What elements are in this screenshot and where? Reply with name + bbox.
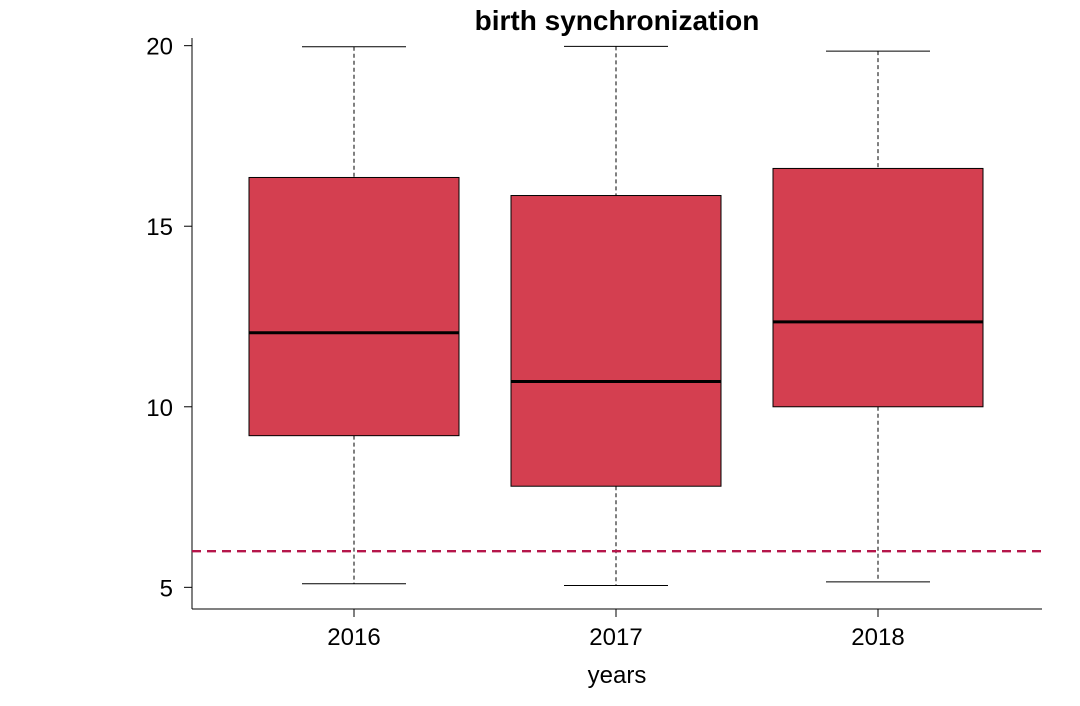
- box-group-2018: [772, 50, 984, 583]
- box-iqr: [510, 195, 722, 487]
- x-axis-label: years: [588, 662, 647, 689]
- x-tick-label: 2018: [851, 624, 904, 651]
- box-group-2016: [248, 46, 460, 585]
- box-iqr: [772, 167, 984, 408]
- y-tick-label: 5: [160, 575, 173, 602]
- box-group-2017: [510, 45, 722, 587]
- y-tick-label: 10: [146, 395, 173, 422]
- y-axis-ticks: 5 10 15 20: [146, 34, 192, 602]
- chart-title: birth synchronization: [475, 5, 760, 36]
- box-iqr: [248, 176, 460, 437]
- boxes-layer: [248, 45, 984, 587]
- x-tick-label: 2017: [589, 624, 642, 651]
- x-tick-label: 2016: [327, 624, 380, 651]
- y-tick-label: 15: [146, 214, 173, 241]
- y-tick-label: 20: [146, 34, 173, 61]
- x-axis-ticks: 2016 2017 2018: [327, 609, 905, 651]
